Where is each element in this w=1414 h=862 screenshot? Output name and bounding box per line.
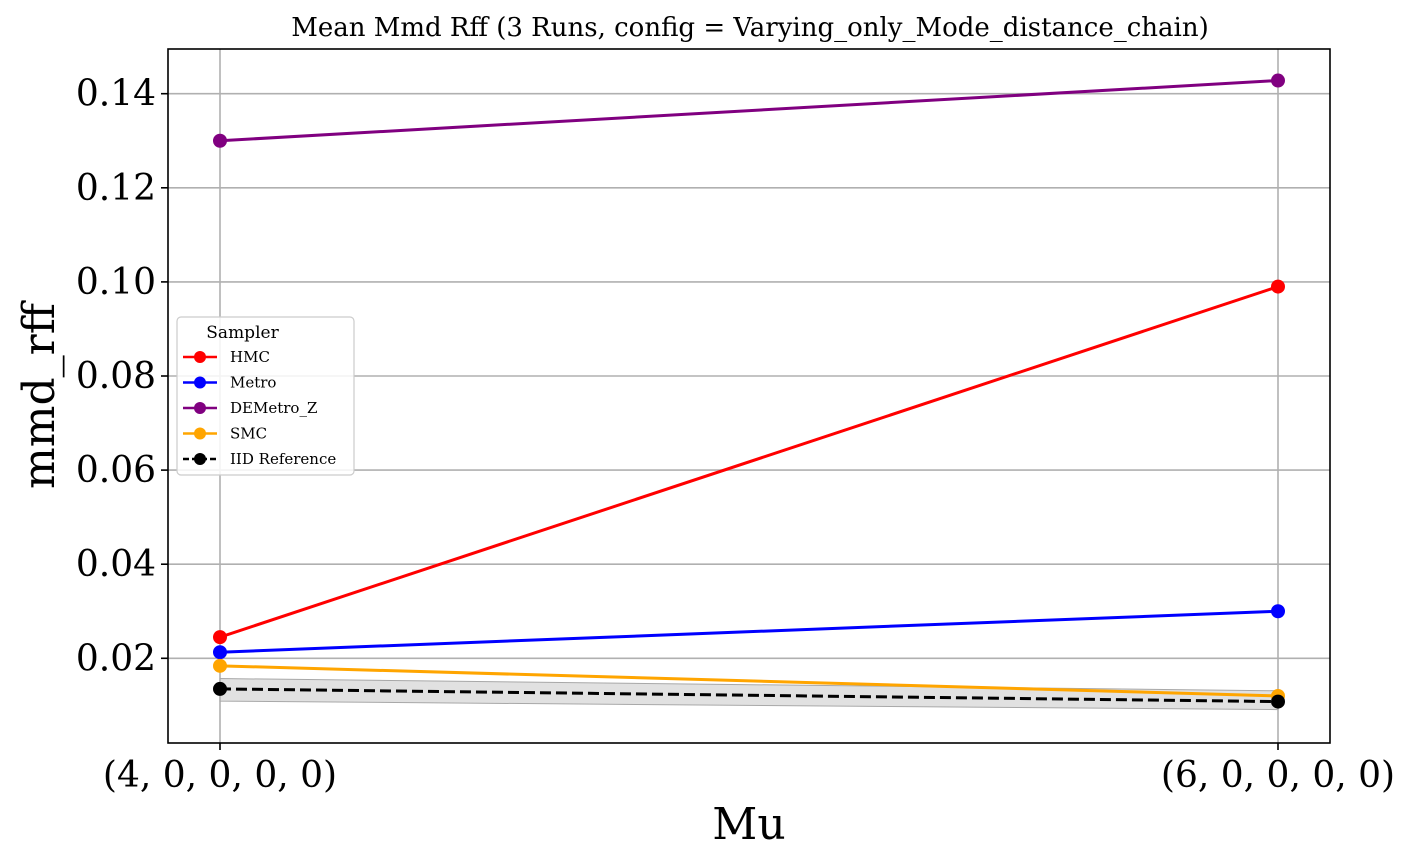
y-tick-label: 0.12 (76, 168, 156, 209)
y-tick-label: 0.08 (76, 356, 156, 397)
legend-box (176, 316, 355, 476)
plot-frame (167, 48, 1331, 744)
legend-marker-metro (194, 376, 206, 389)
x-axis-ticks: (4, 0, 0, 0, 0) (6, 0, 0, 0, 0) (103, 743, 1395, 796)
legend-label-smc: SMC (230, 425, 267, 443)
y-tick-label: 0.02 (76, 638, 156, 679)
series-line-metro (219, 609, 1279, 654)
y-tick-label: 0.04 (76, 544, 156, 585)
legend-marker-demetro-z (194, 402, 206, 414)
legend-marker-smc (194, 427, 206, 440)
legend-label-metro: Metro (230, 374, 276, 392)
x-tick-label: (4, 0, 0, 0, 0) (103, 755, 337, 796)
series-line-hmc (219, 285, 1279, 639)
data-point-hmc (213, 630, 227, 645)
data-point-iid-reference (1271, 694, 1285, 709)
legend-label-iid-reference: IID Reference (230, 450, 336, 468)
legend-marker-hmc (194, 351, 206, 363)
series-line-demetro-z (219, 79, 1279, 143)
legend-marker-iid-reference (194, 453, 206, 465)
y-axis-label: mmd_rff (14, 300, 65, 489)
data-point-metro (213, 645, 227, 660)
y-tick-label: 0.14 (76, 74, 156, 115)
data-point-demetro-z (213, 133, 227, 148)
data-point-iid-reference (213, 681, 227, 696)
legend-title: Sampler (206, 323, 279, 343)
x-tick-label: (6, 0, 0, 0, 0) (1161, 755, 1395, 796)
series-line-smc (219, 664, 1279, 698)
data-point-smc (213, 658, 227, 673)
series-points (213, 73, 1285, 709)
grid (168, 49, 1330, 743)
legend-label-hmc: HMC (230, 348, 270, 366)
data-point-metro (1271, 604, 1285, 619)
y-tick-label: 0.06 (76, 450, 156, 491)
chart-title: Mean Mmd Rff (3 Runs, config = Varying_o… (291, 13, 1209, 43)
y-axis-ticks: 0.02 0.04 0.06 0.08 0.10 0.12 0.14 (76, 74, 168, 679)
legend-label-demetro-z: DEMetro_Z (230, 399, 317, 417)
series-line-iid-reference (219, 687, 1279, 704)
y-tick-label: 0.10 (76, 262, 156, 303)
data-point-hmc (1271, 279, 1285, 294)
data-point-demetro-z (1271, 73, 1285, 88)
legend: Sampler HMC Metro DEMetro_Z SMC IID Reference (176, 316, 355, 476)
series-lines (219, 79, 1279, 704)
x-axis-label: Mu (712, 799, 785, 850)
